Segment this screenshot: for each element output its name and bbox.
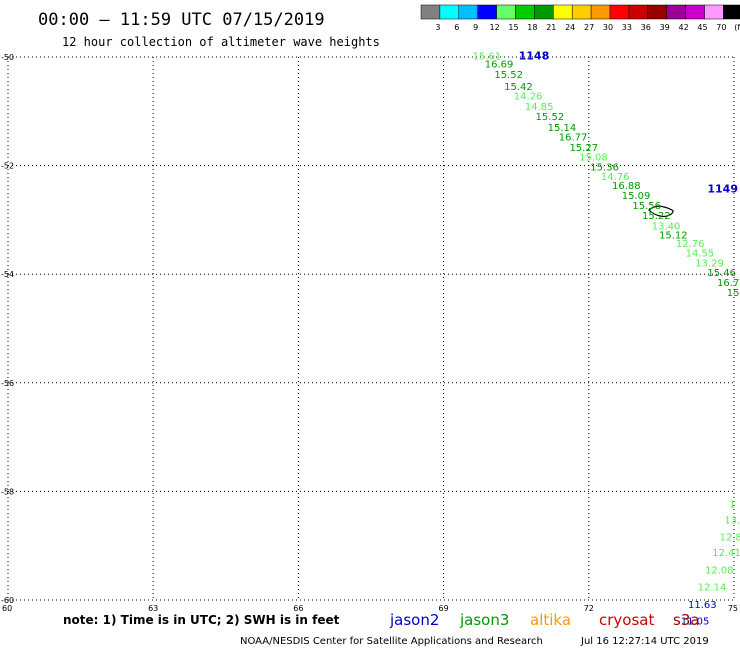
wave-height-label: 14.26 <box>514 92 543 103</box>
footer-timestamp: Jul 16 12:27:14 UTC 2019 <box>580 636 709 647</box>
wave-height-label: 13.40 <box>652 221 681 232</box>
wave-height-label: 15.52 <box>536 112 565 123</box>
map-grid <box>7 56 735 601</box>
colorbar-swatch <box>496 4 516 20</box>
wave-height-label: 15.22 <box>642 211 671 222</box>
wave-height-label: 13.29 <box>695 258 724 269</box>
wave-height-label: 15.42 <box>504 82 533 93</box>
colorbar-swatch <box>723 4 740 20</box>
wave-height-label: 12.8 <box>719 532 740 543</box>
colorbar-tick-label: 21 <box>546 23 556 32</box>
data-marks: 15.6116.6915.5215.4214.2614.8515.5215.14… <box>473 49 740 627</box>
y-tick-label: -58 <box>1 487 14 496</box>
colorbar-tick-label: 39 <box>660 23 670 32</box>
colorbar-tick-label: 36 <box>641 23 651 32</box>
wave-height-label: 14.85 <box>525 102 554 113</box>
wave-height-label: 12.41 <box>712 548 740 559</box>
wave-height-label: 15.46 <box>707 268 736 279</box>
wave-height-label: 13. <box>724 516 740 527</box>
colorbar-swatch <box>609 4 630 20</box>
colorbar-tick-label: 15 <box>508 23 518 32</box>
colorbar-swatch <box>590 4 611 20</box>
pass-time-label: 1148 <box>519 49 550 62</box>
colorbar-tick-label: 12 <box>490 23 500 32</box>
wave-height-label: 12.76 <box>676 239 705 250</box>
colorbar-tick-label: 42 <box>679 23 689 32</box>
colorbar-swatch <box>685 4 705 20</box>
legend-jason3: jason3 <box>459 611 509 629</box>
wave-height-label: 16.74 <box>717 278 740 289</box>
x-tick-label: 66 <box>293 604 303 613</box>
axis-ticks: 60 63 66 69 72 75 -50 -52 -54 -56 -58 -60 <box>1 53 738 613</box>
colorbar-swatch <box>515 4 535 20</box>
wave-height-label: 11.05 <box>681 617 710 628</box>
colorbar-tick-label: 30 <box>603 23 613 32</box>
wave-height-label: 11.63 <box>688 600 717 611</box>
wave-height-label: 1 <box>729 499 735 510</box>
wave-height-label: 15.14 <box>548 123 577 134</box>
colorbar-tick-label: 33 <box>622 23 632 32</box>
satellite-legend: jason2 jason3 altika cryosat s3a <box>389 611 700 629</box>
wave-height-label: 15.12 <box>659 231 688 242</box>
island-outline <box>648 205 674 217</box>
legend-jason2: jason2 <box>389 611 439 629</box>
colorbar-swatch <box>647 4 667 20</box>
footer-note: note: 1) Time is in UTC; 2) SWH is in fe… <box>63 613 340 627</box>
pass-time-label: 1149 <box>707 182 738 195</box>
wave-height-label: 15.61 <box>473 51 502 62</box>
x-tick-label: 69 <box>439 604 449 613</box>
colorbar-swatch <box>439 4 460 20</box>
wave-height-label: 16.77 <box>559 132 588 143</box>
x-tick-label: 60 <box>2 604 12 613</box>
colorbar-swatch <box>666 4 686 20</box>
x-tick-label: 75 <box>728 604 738 613</box>
colorbar-swatch <box>477 4 497 20</box>
wave-height-label: 16.88 <box>612 181 641 192</box>
y-tick-label: -54 <box>1 270 14 279</box>
wave-height-label: 15.27 <box>569 143 598 154</box>
x-tick-label: 63 <box>148 604 158 613</box>
wave-height-label: 14.76 <box>601 172 630 183</box>
y-tick-label: -60 <box>1 596 14 605</box>
colorbar-swatch <box>571 4 592 20</box>
wave-height-label: 12.08 <box>705 566 734 577</box>
colorbar-tick-label: (ft) <box>734 23 740 32</box>
colorbar-tick-label: 3 <box>435 23 440 32</box>
colorbar-swatch <box>534 4 554 20</box>
wave-height-label: 12.14 <box>698 582 727 593</box>
y-tick-label: -56 <box>1 379 14 388</box>
wave-height-label: 15.52 <box>494 70 523 81</box>
colorbar-tick-label: 9 <box>473 23 478 32</box>
wave-height-label: 15.56 <box>632 201 661 212</box>
wave-height-label: 15.36 <box>590 163 619 174</box>
wave-height-label: 15.08 <box>579 152 608 163</box>
colorbar-swatch <box>420 4 441 20</box>
y-tick-label: -52 <box>1 162 14 171</box>
legend-s3a: s3a <box>673 611 700 629</box>
colorbar-tick-label: 6 <box>454 23 459 32</box>
colorbar-tick-label: 70 <box>716 23 726 32</box>
wave-height-label: 15.2 <box>727 288 740 299</box>
chart-subtitle: 12 hour collection of altimeter wave hei… <box>62 35 380 49</box>
legend-cryosat: cryosat <box>599 611 654 629</box>
colorbar-swatch <box>458 4 478 20</box>
chart-title: 00:00 – 11:59 UTC 07/15/2019 <box>38 10 325 30</box>
wave-height-label: 16.69 <box>485 60 514 71</box>
wave-height-label: 15.09 <box>622 191 651 202</box>
legend-altika: altika <box>530 611 571 629</box>
colorbar-tick-label: 18 <box>527 23 537 32</box>
colorbar-tick-label: 45 <box>697 23 707 32</box>
footer-credit: NOAA/NESDIS Center for Satellite Applica… <box>240 636 543 647</box>
colorbar-tick-label: 24 <box>565 23 575 32</box>
y-tick-label: -50 <box>1 53 14 62</box>
colorbar-tick-label: 27 <box>584 23 594 32</box>
x-tick-label: 72 <box>584 604 594 613</box>
wave-height-label: 14.55 <box>686 248 715 259</box>
colorbar-swatch <box>628 4 649 20</box>
colorbar-swatch <box>704 4 724 20</box>
colorbar-swatch <box>553 4 573 20</box>
